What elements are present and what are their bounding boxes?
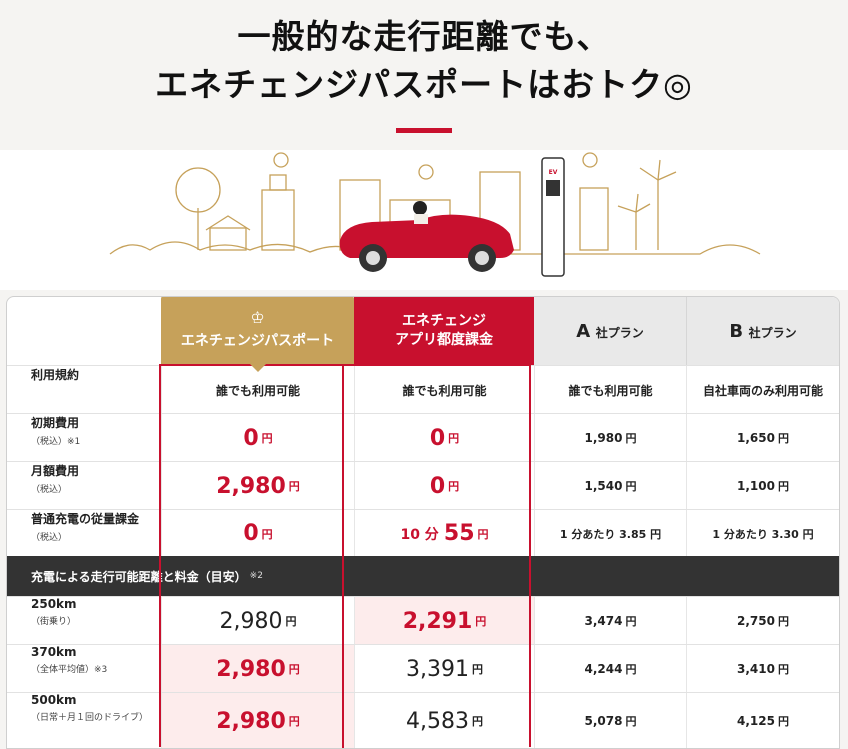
cell-app-prefix: 10 分 [400, 526, 439, 543]
cell-passport: 2,980 [219, 608, 283, 634]
row-label: 普通充電の従量課金 [31, 512, 140, 526]
header-b-letter: B [729, 320, 744, 342]
header-pointer [249, 363, 267, 372]
unit-yen: 円 [261, 527, 273, 541]
cell-b: 自社車両のみ利用可能 [702, 383, 823, 398]
cell-passport: 2,980 [216, 708, 286, 734]
cell-a: 1,540 [584, 479, 623, 493]
crown-icon: ♔ [250, 308, 265, 327]
row-sublabel: （日常＋月１回のドライブ） [31, 713, 149, 723]
comparison-table: ♔ エネチェンジパスポート エネチェンジ アプリ都度課金 A 社プラン B 社プ… [6, 296, 840, 749]
section-bar-label: 充電による走行可能距離と料金（目安） [31, 569, 247, 584]
row-sublabel: （街乗り） [31, 617, 77, 627]
table-row-terms: 利用規約 誰でも利用可能 誰でも利用可能 誰でも利用可能 自社車両のみ利用可能 [7, 365, 839, 414]
header-app-line-1: エネチェンジ [402, 313, 486, 329]
unit-yen: 円 [261, 432, 273, 445]
header-a-letter: A [576, 320, 591, 342]
cell-a: 誰でも利用可能 [568, 383, 653, 398]
unit-yen: 円 [777, 615, 789, 628]
cell-a: 1,980 [584, 431, 623, 445]
cell-b: 1,100 [737, 479, 775, 493]
row-label: 500km [31, 693, 77, 707]
cell-b: 1,650 [737, 431, 775, 445]
cell-app: 2,291 [402, 608, 473, 634]
unit-yen: 円 [777, 663, 789, 676]
cell-b: 1 分あたり 3.30 円 [712, 527, 814, 541]
header-a-suffix: 社プラン [595, 325, 644, 340]
title-underline [396, 128, 452, 133]
cell-b: 3,410 [737, 662, 775, 676]
cell-a: 5,078 [584, 714, 623, 728]
header-company-a: A 社プラン [534, 297, 686, 365]
section-bar-distance: 充電による走行可能距離と料金（目安） ※2 [7, 556, 839, 596]
header-passport-label: エネチェンジパスポート [180, 333, 335, 349]
cell-passport: 0 [243, 425, 259, 451]
cell-passport: 2,980 [216, 473, 286, 499]
cell-app: 4,583 [406, 708, 469, 734]
row-label: 250km [31, 597, 77, 611]
cell-a: 3,474 [584, 614, 623, 628]
row-sublabel: （税込） [31, 533, 68, 543]
cell-app: 0 [429, 473, 446, 499]
unit-yen: 円 [625, 480, 637, 493]
unit-yen: 円 [288, 715, 300, 728]
unit-yen: 円 [288, 480, 300, 493]
unit-yen: 円 [777, 480, 789, 493]
unit-yen: 円 [777, 715, 789, 728]
table-row-370km: 370km （全体平均値）※3 2,980 円 3,391 円 4,244 円 3,41… [7, 644, 839, 693]
unit-yen: 円 [448, 432, 460, 445]
cell-a: 4,244 [584, 662, 623, 676]
cell-passport: 誰でも利用可能 [215, 383, 300, 398]
cell-a: 1 分あたり 3.85 円 [559, 527, 662, 541]
unit-yen: 円 [625, 432, 637, 445]
unit-yen: 円 [777, 432, 789, 445]
header-passport: ♔ エネチェンジパスポート [161, 297, 354, 365]
unit-yen: 円 [625, 715, 637, 728]
table-row-500km: 500km （日常＋月１回のドライブ） 2,980 円 4,583 円 5,078 円 … [7, 692, 839, 748]
unit-yen: 円 [625, 615, 637, 628]
cell-app: 55 [443, 521, 475, 546]
row-sublabel: （税込） [31, 485, 68, 495]
row-sublabel: （全体平均値）※3 [31, 665, 108, 675]
header-app-pay: エネチェンジ アプリ都度課金 [354, 297, 534, 365]
cell-b: 2,750 [737, 614, 775, 628]
row-label: 370km [31, 645, 77, 659]
cell-app: 3,391 [406, 656, 469, 682]
row-label: 月額費用 [31, 464, 80, 478]
row-sublabel: （税込）※1 [31, 437, 81, 447]
row-label: 利用規約 [31, 368, 80, 382]
cell-app: 誰でも利用可能 [402, 383, 487, 398]
table-row-250km: 250km （街乗り） 2,980 円 2,291 円 3,474 円 2,750 円 [7, 596, 839, 645]
header-company-b: B 社プラン [686, 297, 839, 365]
cell-b: 4,125 [737, 714, 775, 728]
charger-label: EV [549, 169, 558, 176]
unit-yen: 円 [477, 527, 489, 541]
unit-yen: 円 [471, 715, 483, 728]
unit-yen: 円 [625, 663, 637, 676]
headline-line-1: 一般的な走行距離でも、 [237, 17, 611, 56]
row-label: 初期費用 [31, 416, 80, 430]
unit-yen: 円 [471, 663, 483, 676]
unit-yen: 円 [475, 615, 487, 628]
cell-passport: 0 [243, 521, 259, 546]
cell-app: 0 [429, 425, 446, 451]
unit-yen: 円 [288, 663, 300, 676]
unit-yen: 円 [285, 615, 297, 628]
header-b-suffix: 社プラン [748, 325, 797, 340]
cell-passport: 2,980 [216, 656, 286, 682]
header-app-line-2: アプリ都度課金 [395, 332, 493, 348]
ev-city-illustration: EV [0, 150, 848, 290]
headline-line-2: エネチェンジパスポートはおトク◎ [155, 65, 693, 104]
unit-yen: 円 [448, 480, 460, 493]
section-bar-note: ※2 [249, 571, 263, 581]
